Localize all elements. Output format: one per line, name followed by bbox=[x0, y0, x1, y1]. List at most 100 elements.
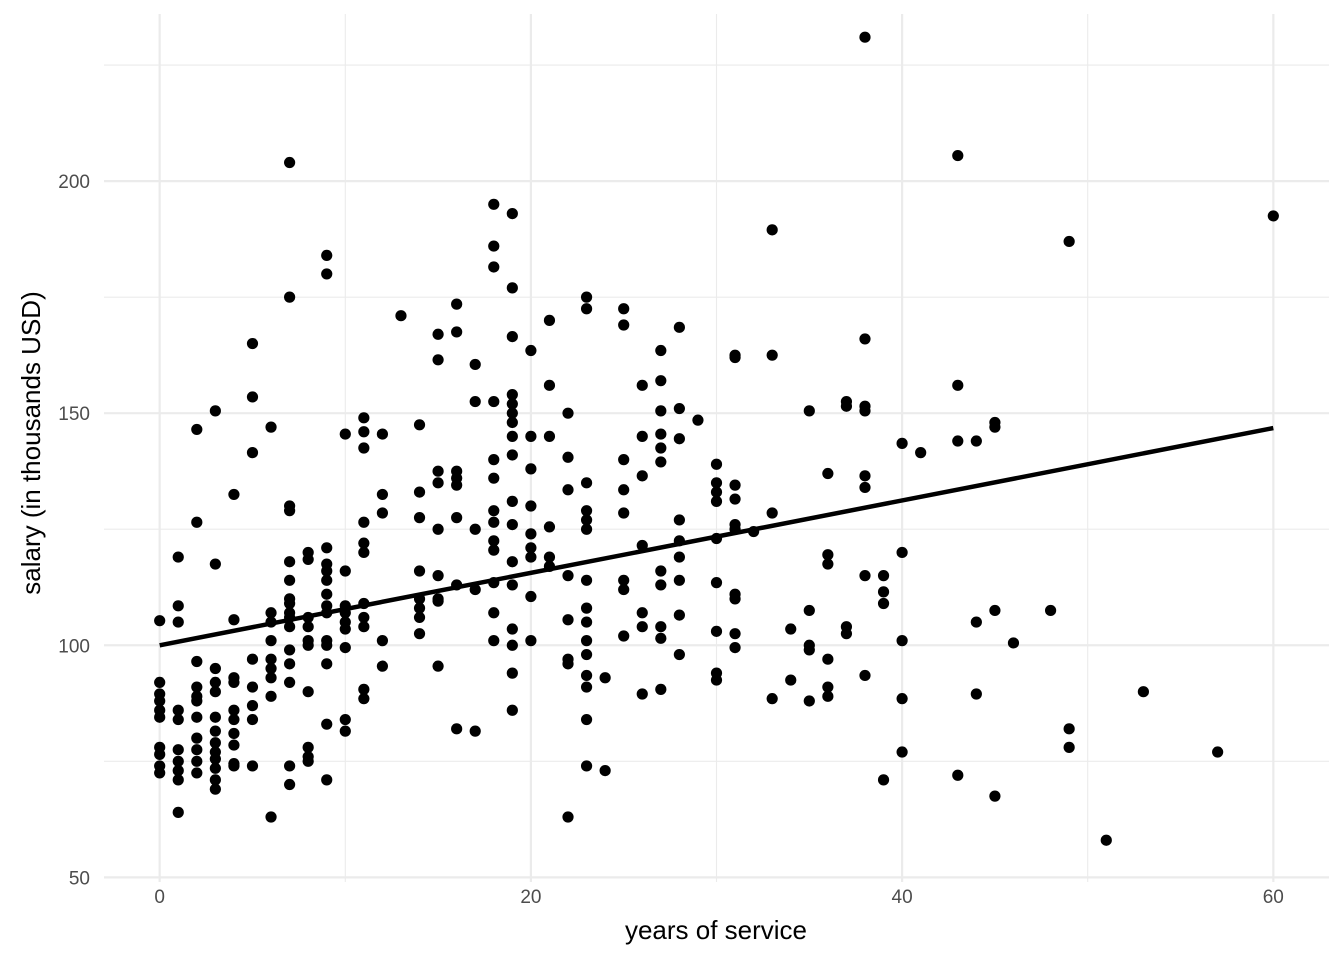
data-point bbox=[580, 669, 593, 682]
data-point bbox=[562, 451, 574, 463]
data-point bbox=[1063, 235, 1075, 248]
data-point bbox=[413, 419, 426, 431]
data-point bbox=[246, 681, 259, 693]
data-point bbox=[302, 621, 314, 633]
data-point bbox=[655, 565, 667, 577]
data-point bbox=[358, 412, 370, 424]
data-point bbox=[191, 744, 203, 756]
data-point bbox=[432, 595, 444, 607]
data-point bbox=[989, 604, 1001, 617]
data-point bbox=[859, 31, 871, 43]
data-point bbox=[562, 658, 574, 670]
data-point bbox=[339, 725, 351, 737]
data-point bbox=[673, 514, 685, 526]
data-point bbox=[228, 727, 240, 740]
data-point bbox=[803, 644, 815, 656]
data-point bbox=[636, 621, 648, 633]
data-point bbox=[284, 778, 296, 791]
data-point bbox=[580, 477, 593, 489]
data-point bbox=[451, 326, 463, 338]
data-point bbox=[636, 539, 648, 552]
data-point bbox=[580, 760, 593, 772]
data-point bbox=[488, 395, 500, 408]
data-point bbox=[803, 695, 815, 707]
data-point bbox=[766, 349, 778, 361]
data-point bbox=[952, 435, 964, 447]
data-point bbox=[729, 493, 741, 505]
data-point bbox=[822, 549, 834, 561]
data-point bbox=[915, 447, 927, 459]
data-point bbox=[265, 653, 277, 665]
data-point bbox=[859, 470, 871, 482]
data-point bbox=[525, 430, 537, 442]
data-point bbox=[376, 507, 389, 519]
data-point bbox=[562, 484, 574, 496]
data-point bbox=[265, 811, 277, 823]
data-point bbox=[321, 542, 333, 554]
data-point bbox=[228, 739, 240, 751]
data-point bbox=[766, 224, 778, 236]
data-point bbox=[580, 523, 593, 535]
data-point bbox=[729, 351, 741, 364]
data-point bbox=[710, 674, 723, 686]
data-point bbox=[822, 558, 834, 570]
data-point bbox=[154, 695, 166, 707]
data-point bbox=[506, 667, 518, 679]
data-point bbox=[655, 442, 667, 454]
data-point bbox=[228, 676, 240, 689]
data-point bbox=[562, 407, 574, 419]
data-point bbox=[172, 806, 184, 818]
data-point bbox=[191, 681, 203, 693]
data-point bbox=[191, 516, 203, 528]
data-point bbox=[562, 570, 574, 582]
data-point bbox=[1100, 834, 1112, 846]
data-point bbox=[636, 430, 648, 442]
data-point bbox=[766, 507, 778, 519]
data-point bbox=[655, 632, 667, 644]
data-point bbox=[209, 762, 221, 774]
y-axis-title: salary (in thousands USD) bbox=[16, 291, 46, 594]
data-point bbox=[228, 713, 240, 726]
data-point bbox=[395, 310, 407, 322]
data-point bbox=[413, 486, 426, 498]
data-point bbox=[432, 660, 444, 672]
data-point bbox=[673, 433, 685, 445]
data-point bbox=[209, 737, 221, 749]
data-point bbox=[284, 644, 296, 656]
y-tick-label: 100 bbox=[58, 636, 90, 657]
data-point bbox=[822, 681, 834, 693]
data-point bbox=[358, 516, 370, 528]
data-point bbox=[488, 240, 500, 252]
data-point bbox=[970, 435, 982, 447]
data-point bbox=[877, 774, 890, 786]
data-point bbox=[432, 328, 444, 340]
data-point bbox=[822, 653, 834, 665]
data-point bbox=[191, 655, 203, 668]
data-point bbox=[284, 505, 296, 517]
data-point bbox=[543, 314, 556, 326]
data-point bbox=[488, 454, 500, 466]
data-point bbox=[488, 472, 500, 484]
data-point bbox=[246, 713, 259, 726]
data-point bbox=[877, 570, 890, 582]
data-point bbox=[506, 704, 518, 716]
data-point bbox=[376, 660, 389, 672]
data-point bbox=[339, 641, 351, 654]
data-point bbox=[710, 625, 723, 637]
data-point bbox=[673, 321, 685, 333]
data-point bbox=[265, 690, 277, 702]
data-point bbox=[451, 479, 463, 491]
data-point bbox=[599, 764, 611, 777]
data-point bbox=[618, 319, 630, 331]
data-point bbox=[413, 565, 426, 577]
data-point bbox=[488, 516, 500, 528]
data-point bbox=[191, 767, 203, 779]
data-point bbox=[413, 602, 426, 614]
data-point bbox=[562, 811, 574, 823]
data-point bbox=[580, 602, 593, 614]
data-point bbox=[525, 344, 537, 357]
data-point bbox=[284, 156, 296, 169]
data-point bbox=[228, 760, 240, 772]
data-point bbox=[525, 590, 537, 603]
